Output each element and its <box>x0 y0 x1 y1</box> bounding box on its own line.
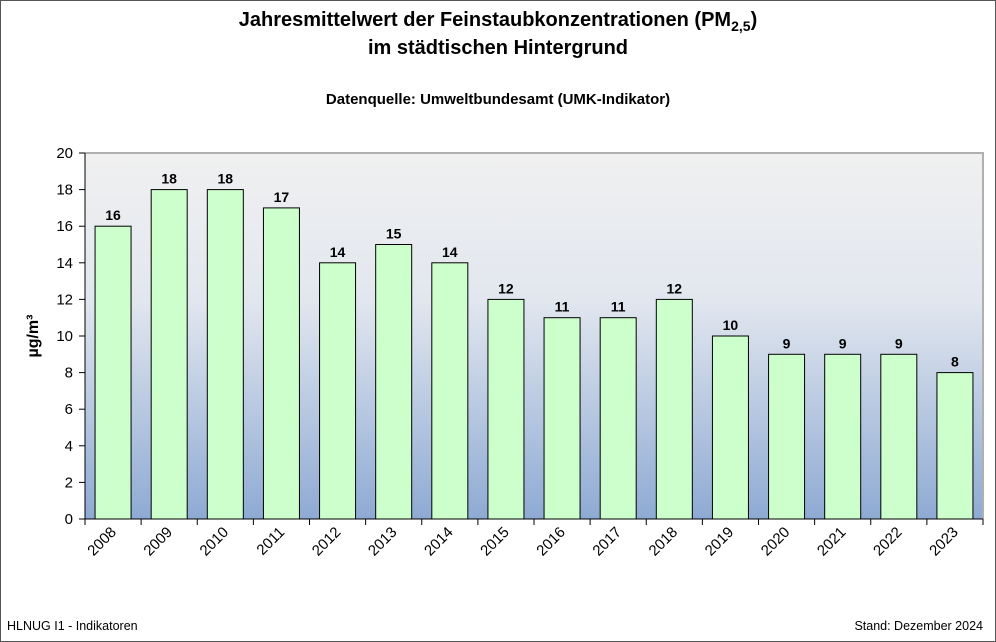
x-tick-label: 2023 <box>926 524 962 560</box>
bar-2009 <box>150 189 188 520</box>
plot-border <box>85 152 984 519</box>
footer-source: HLNUG I1 - Indikatoren <box>7 619 138 633</box>
bar-2016 <box>543 317 581 520</box>
data-label-2017: 11 <box>611 299 626 315</box>
data-label-2019: 10 <box>723 317 739 333</box>
y-tick-label: 2 <box>65 474 73 491</box>
data-label-2008: 16 <box>105 207 121 223</box>
x-tick-label: 2019 <box>702 524 738 560</box>
data-label-2020: 9 <box>783 335 791 351</box>
data-label-2009: 18 <box>161 171 177 187</box>
y-tick-label: 6 <box>65 401 73 418</box>
data-label-2011: 17 <box>274 189 290 205</box>
y-tick-label: 14 <box>56 255 73 272</box>
bar-2017 <box>599 317 637 520</box>
chart-title-subscript: 2,5 <box>731 18 751 34</box>
bar-2020 <box>768 353 806 520</box>
x-tick-label: 2021 <box>814 524 850 560</box>
data-label-2015: 12 <box>498 280 514 296</box>
bar-2019 <box>711 335 749 520</box>
x-tick-label: 2022 <box>870 524 906 560</box>
bar-2015 <box>487 298 525 520</box>
x-tick-label: 2010 <box>197 524 233 560</box>
chart-subtitle: Datenquelle: Umweltbundesamt (UMK-Indika… <box>325 91 671 108</box>
x-tick-label: 2014 <box>421 524 457 560</box>
x-tick-label: 2017 <box>589 524 625 560</box>
y-tick-label: 0 <box>65 511 73 528</box>
chart-title-line1: Jahresmittelwert der Feinstaubkonzentrat… <box>238 9 758 34</box>
chart-title-line2: im städtischen Hintergrund <box>367 37 629 59</box>
y-tick-label: 10 <box>56 328 73 345</box>
bar-2012 <box>319 262 357 520</box>
bar-2008 <box>94 225 132 520</box>
y-tick-label: 18 <box>56 182 73 199</box>
data-label-2018: 12 <box>667 280 683 296</box>
x-tick-label: 2008 <box>84 524 120 560</box>
data-label-2021: 9 <box>839 335 847 351</box>
data-label-2010: 18 <box>218 171 234 187</box>
bar-2021 <box>824 353 862 520</box>
bar-2018 <box>655 298 693 520</box>
x-tick-label: 2016 <box>533 524 569 560</box>
bar-2014 <box>431 262 469 520</box>
data-label-2022: 9 <box>895 335 903 351</box>
x-tick-label: 2015 <box>477 524 513 560</box>
x-tick-label: 2013 <box>365 524 401 560</box>
bar-2011 <box>262 207 300 520</box>
x-tick-label: 2011 <box>253 524 288 559</box>
footer-date: Stand: Dezember 2024 <box>854 619 983 633</box>
data-label-2014: 14 <box>442 244 458 260</box>
data-label-2023: 8 <box>951 354 959 370</box>
x-tick-label: 2012 <box>309 524 345 560</box>
x-tick-label: 2018 <box>646 524 682 560</box>
y-tick-label: 16 <box>56 218 73 235</box>
y-axis-label: µg/m³ <box>25 315 42 358</box>
x-tick-label: 2009 <box>140 524 176 560</box>
bar-2022 <box>880 353 918 520</box>
data-label-2012: 14 <box>330 244 346 260</box>
data-label-2016: 11 <box>555 299 570 315</box>
bar-2010 <box>206 189 244 520</box>
bar-2013 <box>375 244 413 520</box>
y-tick-label: 12 <box>56 291 73 308</box>
y-tick-label: 20 <box>56 145 73 162</box>
bar-2023 <box>936 372 974 520</box>
y-tick-label: 8 <box>65 365 73 382</box>
x-tick-label: 2020 <box>758 524 794 560</box>
data-label-2013: 15 <box>386 226 402 242</box>
y-tick-label: 4 <box>65 438 73 455</box>
